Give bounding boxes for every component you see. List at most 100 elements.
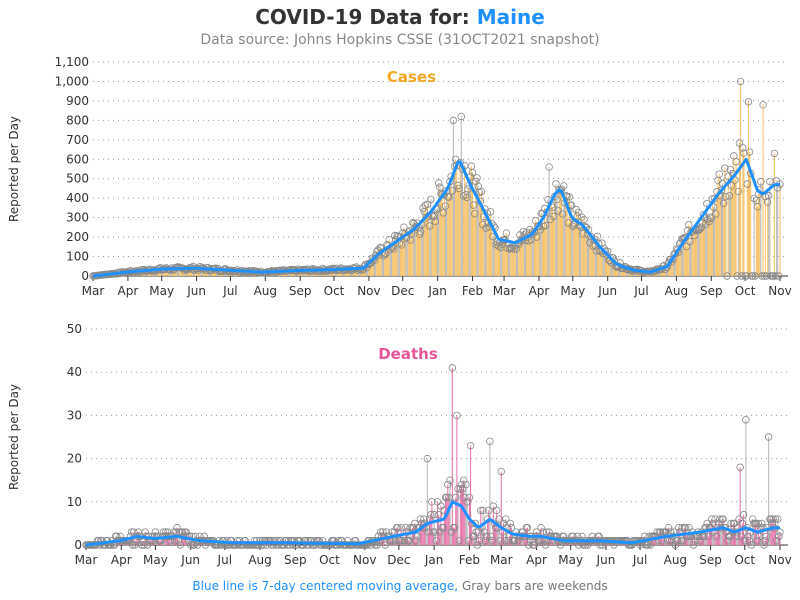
daily-marker	[552, 180, 560, 188]
x-tick-label: Nov	[357, 284, 380, 298]
daily-marker	[512, 245, 521, 253]
daily-marker	[695, 226, 703, 234]
daily-marker	[514, 536, 523, 545]
daily-marker	[723, 536, 732, 545]
daily-marker	[739, 144, 747, 152]
daily-marker	[416, 515, 425, 523]
y-axis-label: Reported per Day	[7, 116, 21, 222]
daily-marker	[426, 222, 434, 230]
daily-marker	[717, 186, 726, 195]
daily-marker	[381, 541, 389, 549]
daily-marker	[436, 183, 444, 191]
daily-marker	[379, 528, 387, 536]
panel-title: Deaths	[378, 345, 438, 363]
daily-marker	[463, 498, 471, 506]
daily-marker	[455, 536, 463, 545]
x-tick-label: Feb	[459, 553, 480, 567]
x-tick-label: Mar	[490, 553, 513, 567]
daily-marker	[735, 139, 744, 147]
daily-marker	[719, 199, 728, 208]
daily-marker	[712, 532, 720, 541]
daily-marker	[473, 541, 482, 549]
daily-marker	[482, 224, 490, 232]
daily-marker	[460, 476, 468, 484]
daily-marker	[179, 528, 187, 536]
title-prefix: COVID-19 Data for:	[255, 5, 470, 29]
daily-marker	[446, 476, 454, 484]
daily-marker	[734, 187, 743, 196]
daily-marker	[744, 98, 753, 106]
daily-marker	[475, 536, 484, 545]
daily-marker	[430, 212, 438, 220]
daily-marker	[464, 536, 472, 545]
x-tick-label: Apr	[526, 553, 547, 567]
daily-marker	[487, 532, 495, 541]
daily-marker	[736, 463, 744, 471]
daily-marker	[754, 519, 763, 528]
x-tick-label: Dec	[387, 553, 410, 567]
y-tick-label: 40	[67, 365, 82, 379]
daily-marker	[390, 245, 398, 253]
daily-marker	[556, 541, 565, 549]
moving-average-line	[85, 500, 780, 547]
daily-marker	[775, 532, 783, 541]
daily-marker	[470, 532, 478, 541]
daily-marker	[479, 506, 487, 515]
daily-marker	[541, 541, 550, 549]
y-tick-label: 300	[66, 211, 89, 225]
daily-marker	[410, 219, 418, 228]
x-tick-label: Nov	[768, 553, 791, 567]
daily-marker	[747, 541, 756, 549]
chart-footnote: Blue line is 7-day centered moving avera…	[0, 579, 800, 593]
daily-marker	[431, 528, 439, 536]
daily-marker	[761, 536, 769, 545]
x-tick-label: Sep	[699, 553, 722, 567]
daily-marker	[549, 212, 558, 221]
daily-marker	[740, 149, 748, 157]
x-tick-label: Jul	[633, 284, 648, 298]
daily-marker	[771, 515, 780, 523]
daily-marker	[502, 515, 510, 523]
daily-marker	[758, 519, 766, 528]
daily-marker	[449, 116, 458, 125]
daily-marker	[423, 200, 432, 208]
daily-marker	[455, 184, 463, 193]
daily-marker	[429, 213, 437, 221]
daily-marker	[431, 217, 440, 226]
daily-marker	[465, 493, 474, 502]
daily-marker	[430, 511, 438, 519]
y-tick-label: 900	[66, 94, 89, 108]
daily-marker	[533, 233, 541, 241]
y-tick-label: 100	[66, 250, 89, 264]
daily-marker	[757, 178, 765, 186]
daily-marker	[760, 541, 768, 549]
daily-marker	[545, 528, 553, 536]
daily-marker	[397, 524, 405, 532]
daily-marker	[448, 364, 457, 372]
daily-marker	[725, 192, 734, 200]
y-tick-label: 800	[66, 113, 89, 127]
daily-marker	[724, 172, 732, 180]
daily-marker	[715, 170, 723, 178]
x-tick-label: Apr	[529, 284, 550, 298]
daily-marker	[673, 536, 682, 545]
daily-marker	[558, 210, 567, 218]
daily-marker	[722, 192, 730, 201]
daily-marker	[753, 536, 761, 545]
y-tick-label: 30	[67, 408, 82, 422]
daily-marker	[397, 241, 406, 249]
x-tick-label: Apr	[111, 553, 132, 567]
footnote-weekend-note: Gray bars are weekends	[461, 579, 608, 593]
daily-marker	[671, 541, 680, 549]
daily-marker	[774, 515, 782, 523]
daily-marker	[138, 541, 146, 549]
daily-marker	[456, 485, 465, 493]
daily-marker	[726, 166, 735, 174]
daily-marker	[578, 213, 586, 221]
daily-marker	[506, 519, 515, 528]
daily-marker	[444, 480, 452, 489]
chart-title: COVID-19 Data for: Maine	[0, 5, 800, 29]
x-tick-label: Mar	[82, 284, 105, 298]
daily-marker	[140, 541, 148, 549]
daily-marker	[677, 536, 685, 545]
